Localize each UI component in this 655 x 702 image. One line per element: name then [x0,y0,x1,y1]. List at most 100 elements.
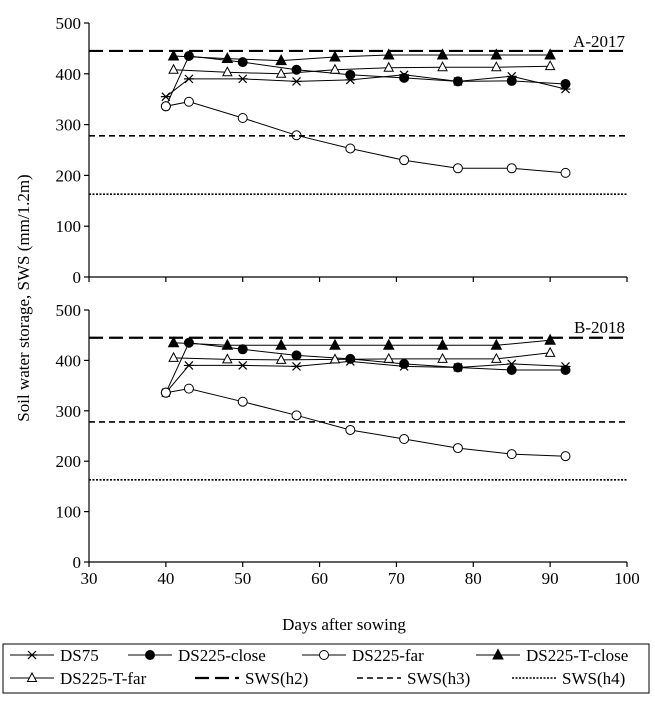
point-ds225-t-far [168,63,179,74]
point-ds75 [237,361,248,370]
point-ds225-t-far [168,351,179,362]
point-ds225-far [160,387,171,398]
point-ds225-close [560,78,571,89]
point-ds225-t-close [275,338,287,350]
point-ds225-far [560,167,571,178]
point-ds225-t-far [329,353,341,364]
point-ds225-t-close [221,51,234,64]
point-ds225-close [291,350,302,361]
point-ds75 [291,76,302,86]
point-ds225-t-close [544,48,556,60]
series-line-ds75 [165,74,566,98]
point-ds225-close [183,337,194,348]
point-ds225-close [560,364,571,375]
point-ds225-far [237,112,248,123]
panel-a-2017: 0 100 200 300 400 500 A-2017 [56,14,628,287]
x-tick-label: 40 [157,569,174,588]
point-ds225-t-close [167,336,180,348]
point-ds225-close [506,75,517,86]
point-ds225-t-close [167,49,180,61]
point-ds75 [291,362,302,371]
y-tick-label: 200 [56,452,82,471]
y-tick-label: 400 [56,351,82,370]
point-ds225-t-far [275,353,287,364]
point-ds225-t-far [383,61,395,72]
point-ds225-far [399,155,410,166]
y-tick-label: 0 [73,268,82,287]
legend-marker-ds225-far [319,650,329,660]
x-tick-label: 30 [81,569,98,588]
series-line-ds225-close [165,55,566,107]
point-ds225-t-close [329,338,341,350]
point-ds225-far [345,143,356,154]
legend-marker-ds225-t-far [26,671,38,682]
x-tick-label: 90 [542,569,559,588]
point-ds225-t-far [275,67,287,78]
legend-label-sws-h2: SWS(h2) [245,669,308,688]
y-tick-label: 200 [56,166,82,185]
series-line-ds75 [165,360,566,394]
point-ds225-close [506,364,517,375]
point-ds225-close [452,76,463,87]
point-ds225-far [560,451,571,462]
legend-label-ds75: DS75 [60,646,99,665]
series-line-ds225-t-close [173,54,551,62]
point-ds225-t-far [222,353,233,364]
point-ds75 [183,361,194,370]
legend-label-ds225-t-close: DS225-T-close [526,646,628,665]
x-tick-label: 100 [614,569,640,588]
y-tick-label: 300 [56,116,82,135]
point-ds225-t-close [490,48,503,60]
legend-label-sws-h4: SWS(h4) [562,669,625,688]
y-axis-label: Soil water storage, SWS (mm/1.2m) [14,174,33,421]
point-ds225-t-far [544,60,556,71]
y-tick-label: 100 [56,503,82,522]
x-tick-label: 70 [388,569,405,588]
point-ds225-t-far [437,61,448,72]
legend-marker-ds225-close [145,650,155,660]
panel-title: B-2018 [574,318,625,337]
legend-label-ds225-far: DS225-far [352,646,424,665]
series-line-ds225-t-far [173,65,551,75]
point-ds225-far [506,163,517,174]
y-tick-label: 500 [56,14,82,33]
point-ds225-far [452,163,463,174]
point-ds225-far [345,424,356,435]
y-tick-label: 100 [56,217,82,236]
point-ds225-far [160,101,171,112]
point-ds225-t-close [329,50,341,62]
y-tick-label: 500 [56,301,82,320]
legend-marker-ds225-t-close [492,648,504,660]
panel-title: A-2017 [573,32,625,51]
legend-label-ds225-close: DS225-close [178,646,266,665]
x-tick-label: 80 [465,569,482,588]
point-ds225-t-close [382,338,395,350]
point-ds225-t-close [382,48,395,60]
panel-b-2018: 0 100 200 300 400 500 30 40 50 60 70 80 90 100 B-2018 [56,301,640,588]
point-ds225-close [237,57,248,68]
point-ds225-far [183,96,194,107]
series-line-ds225-far [165,388,566,457]
point-ds225-close [452,362,463,373]
legend-label-ds225-t-far: DS225-T-far [60,669,147,688]
point-ds225-t-far [491,352,502,363]
point-ds225-t-close [436,48,449,60]
point-ds225-close [183,51,194,62]
y-tick-label: 0 [73,553,82,572]
series-line-ds225-far [165,101,566,174]
point-ds225-t-far [383,352,395,363]
point-ds225-far [183,383,194,394]
point-ds225-t-far [437,352,448,363]
point-ds225-far [291,410,302,421]
point-ds225-t-far [222,66,233,77]
point-ds225-t-close [275,54,287,66]
point-ds225-t-far [329,63,341,74]
point-ds225-far [399,434,410,445]
point-ds225-far [237,396,248,407]
point-ds75 [183,74,194,84]
point-ds75 [237,74,248,84]
point-ds225-t-close [490,338,503,350]
point-ds225-t-far [491,61,502,72]
x-axis-label: Days after sowing [282,615,406,634]
